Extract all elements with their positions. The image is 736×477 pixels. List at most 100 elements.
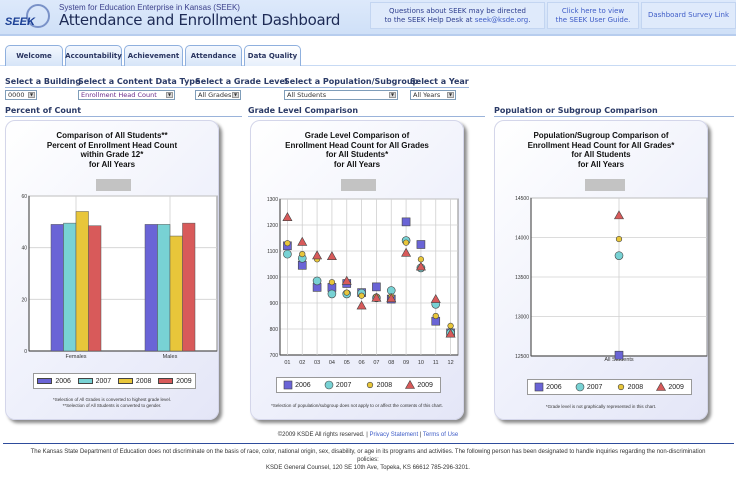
chart-svg: 0 20 40 60 Females Males bbox=[21, 194, 218, 360]
title-line: for All Years bbox=[333, 159, 381, 169]
legend-marker-diamond-icon bbox=[366, 381, 373, 389]
chevron-down-icon: ▼ bbox=[28, 92, 35, 98]
placeholder-box bbox=[585, 179, 625, 191]
tab-achievement[interactable]: Achievement bbox=[124, 45, 183, 66]
placeholder-box bbox=[96, 179, 131, 191]
y-tick-label: 20 bbox=[21, 297, 27, 303]
x-tick-label: Females bbox=[65, 354, 86, 360]
point-2009-12 bbox=[445, 328, 456, 338]
y-tick-label: 13000 bbox=[515, 315, 529, 321]
point-2009-11 bbox=[430, 293, 441, 303]
point-2009-05 bbox=[341, 275, 352, 285]
title-line: Percent of Enrollment Head Count bbox=[46, 140, 178, 150]
seek-logo: SEEK bbox=[2, 2, 56, 34]
chevron-down-icon: ▼ bbox=[447, 92, 454, 98]
tab-attendance[interactable]: Attendance bbox=[185, 45, 242, 66]
population-filter: Select a Population/Subgroup All Student… bbox=[284, 77, 419, 100]
point-2006-10 bbox=[416, 240, 426, 249]
x-tick-label: 11 bbox=[433, 360, 439, 366]
y-tick-label: 0 bbox=[24, 349, 27, 355]
point-2008-10 bbox=[417, 256, 425, 263]
legend-item: 2006 bbox=[283, 380, 311, 390]
chart-notes: *Selection of population/subgroup does n… bbox=[251, 403, 463, 409]
year-select[interactable]: All Years ▼ bbox=[410, 90, 456, 100]
legend-label: 2007 bbox=[586, 383, 603, 391]
y-tick-label: 60 bbox=[21, 194, 27, 200]
placeholder-box bbox=[341, 179, 376, 191]
title-line: for All Years bbox=[88, 159, 136, 169]
point-2009-09 bbox=[401, 247, 412, 257]
title-line: Comparison of All Students** bbox=[56, 131, 168, 140]
grade-select[interactable]: All Grades ▼ bbox=[195, 90, 241, 100]
legend-marker bbox=[534, 382, 544, 392]
legend-label: 2008 bbox=[376, 381, 393, 389]
x-tick-label: 10 bbox=[418, 360, 424, 366]
help-line-1: Questions about SEEK may be directed bbox=[389, 6, 526, 15]
page-title: Attendance and Enrollment Dashboard bbox=[59, 11, 341, 29]
point-2009-all-students bbox=[613, 210, 625, 220]
point-2009-06 bbox=[356, 300, 367, 310]
legend-item: 2006 bbox=[534, 382, 562, 392]
bar-2007-females bbox=[63, 222, 77, 352]
copyright-bar: ©2009 KSDE All rights reserved. | Privac… bbox=[277, 432, 459, 438]
logo-text: SEEK bbox=[5, 16, 35, 28]
legend-marker-triangle-icon bbox=[656, 381, 667, 391]
legend-label: 2008 bbox=[135, 377, 152, 385]
privacy-link[interactable]: Privacy Statement bbox=[369, 432, 419, 438]
x-tick-label: 09 bbox=[403, 360, 409, 366]
grade-chart-panel: Grade Level Comparison of Enrollment Hea… bbox=[250, 120, 464, 420]
content-type-select[interactable]: Enrollment Head Count ▼ bbox=[78, 90, 175, 100]
building-value: 0000 bbox=[8, 91, 25, 99]
grade-filter: Select a Grade Level All Grades ▼ bbox=[195, 77, 288, 100]
legend-item: 2008 bbox=[617, 383, 643, 391]
content-type-filter: Select a Content Data Type Enrollment He… bbox=[78, 77, 201, 100]
y-tick-label: 14000 bbox=[515, 236, 529, 242]
help-line-2: to the SEEK Help Desk at bbox=[384, 15, 475, 24]
terms-link[interactable]: Terms of Use bbox=[422, 432, 459, 438]
tab-accountability[interactable]: Accountability bbox=[65, 45, 122, 66]
legend-marker-diamond-icon bbox=[617, 383, 624, 391]
legend-marker bbox=[656, 381, 667, 391]
point-2007-03 bbox=[312, 276, 322, 286]
help-desk-box: Questions about SEEK may be directed to … bbox=[370, 2, 545, 29]
point-2009-07 bbox=[371, 292, 382, 302]
building-select[interactable]: 0000 ▼ bbox=[5, 90, 37, 100]
user-guide-link[interactable]: Click here to view the SEEK User Guide. bbox=[547, 2, 639, 29]
chevron-down-icon: ▼ bbox=[166, 92, 173, 98]
tab-data-quality[interactable]: Data Quality bbox=[244, 45, 301, 66]
bar-2008-males bbox=[169, 235, 183, 352]
survey-link[interactable]: Dashboard Survey Link bbox=[641, 2, 736, 29]
y-tick-label: 800 bbox=[270, 327, 279, 333]
legend-marker-circle-icon bbox=[324, 380, 334, 390]
section-title-grade: Grade Level Comparison bbox=[248, 106, 485, 117]
tab-welcome[interactable]: Welcome bbox=[5, 45, 63, 66]
disclaimer-line: KSDE General Counsel, 120 SE 10th Ave, T… bbox=[266, 465, 470, 471]
legend-label: 2006 bbox=[546, 383, 562, 391]
disclaimer-line: The Kansas State Department of Education… bbox=[30, 449, 706, 455]
x-tick-label: All Students bbox=[604, 357, 634, 363]
y-tick-label: 900 bbox=[270, 301, 279, 307]
content-type-value: Enrollment Head Count bbox=[81, 91, 157, 99]
building-filter: Select a Building 0000 ▼ bbox=[5, 77, 82, 100]
population-select[interactable]: All Students ▼ bbox=[284, 90, 398, 100]
y-tick-label: 1200 bbox=[267, 223, 278, 229]
chart-svg: 700 800 900 1000 1100 1200 1300 01 02 03 04 05 06 07 0… bbox=[267, 197, 459, 366]
legend-label: 2006 bbox=[55, 377, 71, 385]
legend-item: 2007 bbox=[324, 380, 351, 390]
x-tick-label: 08 bbox=[388, 360, 394, 366]
grade-label: Select a Grade Level bbox=[195, 77, 288, 88]
title-line: for All Students bbox=[571, 150, 631, 159]
y-tick-label: 40 bbox=[21, 246, 27, 252]
bar-2006-males bbox=[144, 224, 158, 352]
note-line: *Grade level is not graphically represen… bbox=[545, 404, 657, 409]
guide-line-1: Click here to view bbox=[561, 6, 625, 15]
legend-item: 2009 bbox=[656, 381, 684, 391]
population-label: Select a Population/Subgroup bbox=[284, 77, 419, 88]
legend-label: 2009 bbox=[417, 381, 433, 389]
point-2009-10 bbox=[415, 261, 426, 271]
legend-item: 2008 bbox=[366, 381, 393, 389]
percent-chart-panel: Comparison of All Students** Percent of … bbox=[5, 120, 219, 420]
legend-marker-circle-icon bbox=[575, 382, 585, 392]
help-email-link[interactable]: seek@ksde.org bbox=[474, 15, 529, 24]
point-2009-04 bbox=[326, 251, 337, 260]
